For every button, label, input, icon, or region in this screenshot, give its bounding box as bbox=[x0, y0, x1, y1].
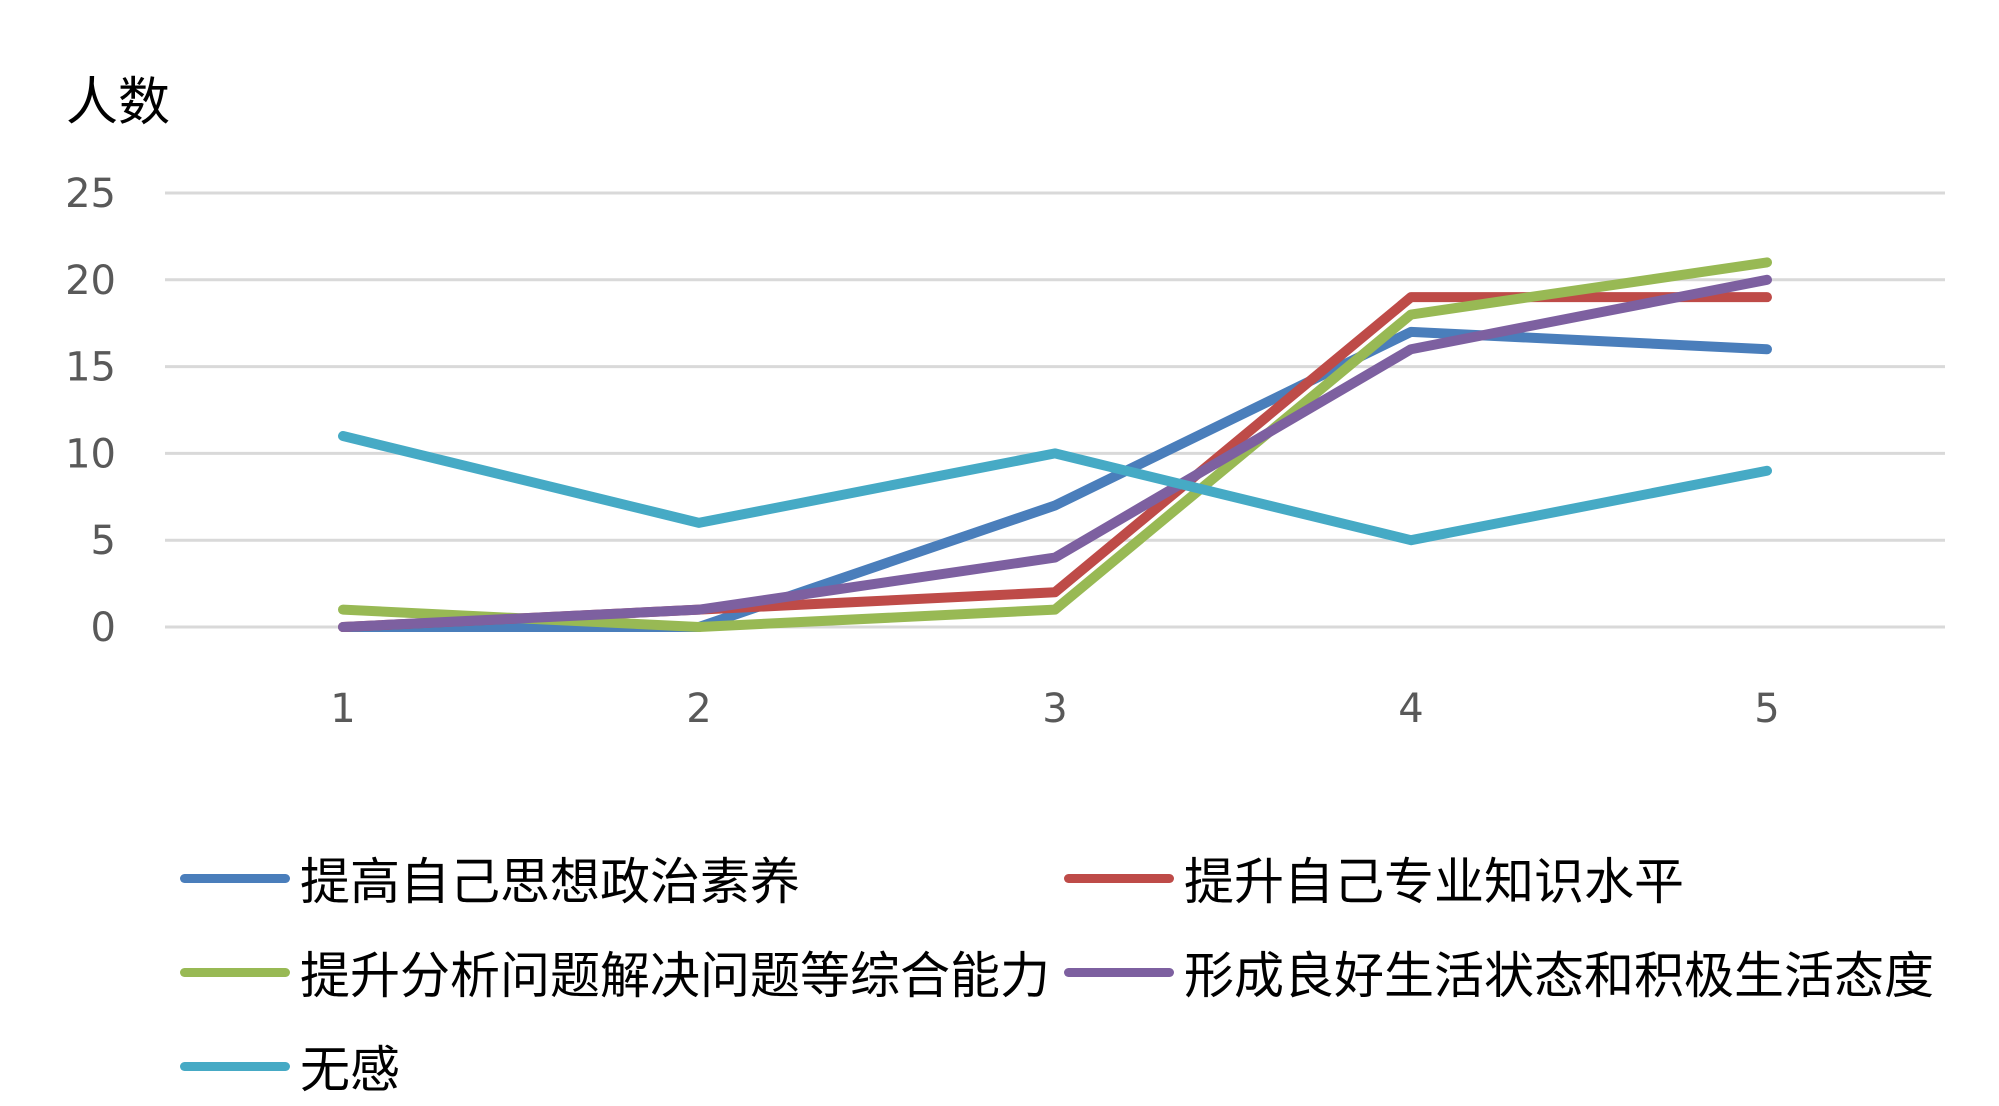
y-tick-label: 10 bbox=[65, 431, 116, 477]
legend-label: 无感 bbox=[300, 1041, 400, 1099]
y-tick-label: 25 bbox=[65, 171, 116, 217]
series-line-5 bbox=[338, 431, 1772, 546]
y-tick-label: 20 bbox=[65, 258, 116, 304]
legend-swatch bbox=[180, 967, 290, 977]
series-line-3 bbox=[338, 257, 1772, 632]
legend-swatch bbox=[1064, 967, 1174, 977]
line-chart: 人数 0 5 10 15 20 25 1 2 3 4 5 bbox=[65, 73, 1945, 732]
legend-swatch bbox=[180, 1061, 290, 1071]
y-tick-label: 5 bbox=[91, 518, 116, 564]
legend-item: 提高自己思想政治素养 bbox=[180, 838, 800, 918]
series-line-1 bbox=[338, 326, 1772, 632]
legend-item: 无感 bbox=[180, 1026, 400, 1106]
y-tick-label: 0 bbox=[91, 605, 116, 651]
legend-label: 提升自己专业知识水平 bbox=[1184, 853, 1684, 911]
y-tick-label: 15 bbox=[65, 345, 116, 391]
series-lines bbox=[338, 257, 1772, 632]
x-tick-label: 3 bbox=[1042, 686, 1067, 732]
y-tick-labels: 0 5 10 15 20 25 bbox=[65, 171, 116, 651]
legend-item: 提升自己专业知识水平 bbox=[1064, 838, 1684, 918]
legend-swatch bbox=[180, 873, 290, 883]
x-tick-label: 4 bbox=[1398, 686, 1423, 732]
y-axis-label: 人数 bbox=[66, 73, 170, 133]
legend-label: 提升分析问题解决问题等综合能力 bbox=[300, 947, 1050, 1005]
series-line-4 bbox=[338, 274, 1772, 632]
x-tick-labels: 1 2 3 4 5 bbox=[330, 686, 1779, 732]
x-tick-label: 5 bbox=[1754, 686, 1779, 732]
legend-swatch bbox=[1064, 873, 1174, 883]
legend-item: 形成良好生活状态和积极生活态度 bbox=[1064, 932, 1934, 1012]
legend-item: 提升分析问题解决问题等综合能力 bbox=[180, 932, 1050, 1012]
legend-label: 形成良好生活状态和积极生活态度 bbox=[1184, 947, 1934, 1005]
x-tick-label: 1 bbox=[330, 686, 355, 732]
x-tick-label: 2 bbox=[686, 686, 711, 732]
series-line-2 bbox=[338, 292, 1772, 632]
legend-label: 提高自己思想政治素养 bbox=[300, 853, 800, 911]
